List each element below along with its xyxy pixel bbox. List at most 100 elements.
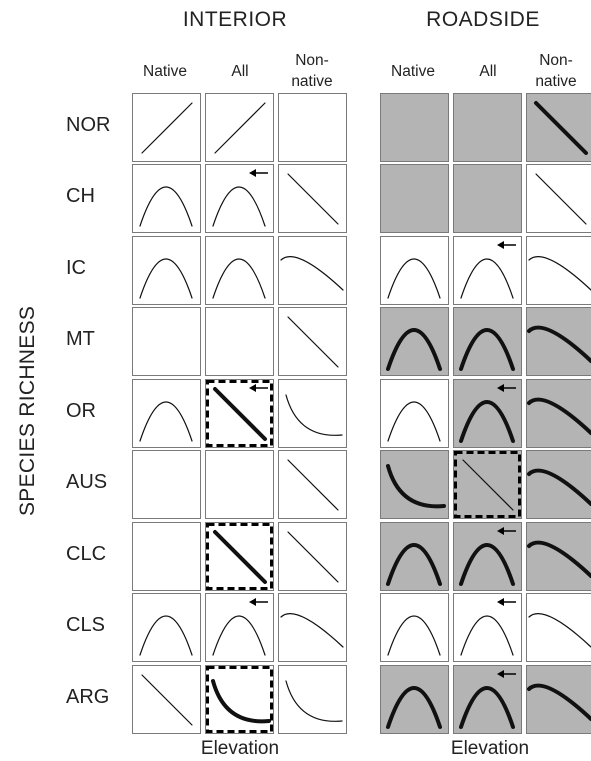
arrow-head-icon [497,241,504,249]
trend-decreasing [141,674,193,726]
row-label-ic: IC [66,257,86,279]
dashed-highlight [206,666,273,733]
trend-hump [212,615,266,656]
panel-frame [380,379,449,448]
panel-frame [205,93,274,162]
trend-hump [387,615,441,656]
trend-hump [459,328,515,371]
dashed-highlight [206,380,273,447]
panel-or-1 [205,379,274,448]
panel-frame [205,236,274,305]
arrow-head-icon [497,670,504,678]
panel-ch-4 [453,164,522,233]
panel-nor-0 [132,93,201,162]
panel-arg-5 [526,665,591,734]
panel-aus-5 [526,450,591,519]
panel-ch-0 [132,164,201,233]
row-label-arg: ARG [66,686,110,708]
panel-nor-5 [526,93,591,162]
panel-frame [278,93,347,162]
trend-hump-decline [280,256,344,291]
panel-frame [526,307,591,376]
panel-aus-2 [278,450,347,519]
trend-hump-decline [527,468,591,506]
row-label-mt: MT [66,328,95,350]
row-label-clc: CLC [66,543,107,565]
trend-decreasing [287,173,339,225]
trend-decreasing [213,530,267,584]
panel-frame [205,164,274,233]
panel-clc-3 [380,522,449,591]
arrow-head-icon [497,598,504,606]
trend-decreasing [535,173,587,225]
panel-frame [278,379,347,448]
col-header-roadside-nonnative: Non- native [535,52,577,90]
panel-aus-0 [132,450,201,519]
roadside-x-axis-title: Elevation [450,738,530,759]
trend-decreasing [534,101,588,155]
trend-decreasing [462,459,514,511]
panel-cls-4 [453,593,522,662]
trend-hump [386,328,442,371]
panel-nor-1 [205,93,274,162]
panel-frame [132,379,201,448]
panel-frame [526,379,591,448]
panel-frame [132,522,201,591]
trend-hump [139,401,193,442]
panel-arg-3 [380,665,449,734]
panel-aus-3 [380,450,449,519]
panel-frame [453,93,522,162]
panel-mt-3 [380,307,449,376]
panel-nor-2 [278,93,347,162]
trend-decreasing [287,316,339,368]
panel-mt-1 [205,307,274,376]
trend-hump [387,401,441,442]
panel-ic-2 [278,236,347,305]
panel-nor-3 [380,93,449,162]
trend-increasing [214,102,266,154]
trend-hump [459,400,515,443]
panel-frame [526,236,591,305]
panel-frame [205,307,274,376]
dashed-highlight [206,523,273,590]
trend-hump [139,258,193,299]
panel-ch-1 [205,164,274,233]
panel-frame [132,307,201,376]
panel-frame [380,93,449,162]
trend-hump [139,186,193,227]
panel-ic-1 [205,236,274,305]
panel-or-0 [132,379,201,448]
interior-title: INTERIOR [182,8,288,31]
trend-hump [212,258,266,299]
panel-or-4 [453,379,522,448]
row-label-or: OR [66,400,96,422]
panel-frame [132,593,201,662]
col-header-interior-all: All [231,63,249,80]
trend-u [386,464,446,509]
panel-or-2 [278,379,347,448]
arrow-head-icon [249,598,256,606]
panel-arg-2 [278,665,347,734]
panel-clc-4 [453,522,522,591]
panel-nor-4 [453,93,522,162]
panel-arg-1 [205,665,274,734]
panel-clc-1 [205,522,274,591]
arrow-head-icon [249,169,256,177]
trend-hump [212,186,266,227]
trend-hump-decline [527,325,591,363]
panel-frame [205,450,274,519]
panel-mt-5 [526,307,591,376]
trend-u [285,394,343,436]
panel-ic-5 [526,236,591,305]
row-label-cls: CLS [66,614,105,636]
panel-frame [380,164,449,233]
panel-or-5 [526,379,591,448]
panel-or-3 [380,379,449,448]
trend-hump [459,543,515,586]
panel-arg-0 [132,665,201,734]
row-label-nor: NOR [66,114,111,136]
trend-hump-decline [527,683,591,721]
trend-hump [139,615,193,656]
col-header-interior-native: Native [143,63,187,80]
trend-increasing [141,102,193,154]
